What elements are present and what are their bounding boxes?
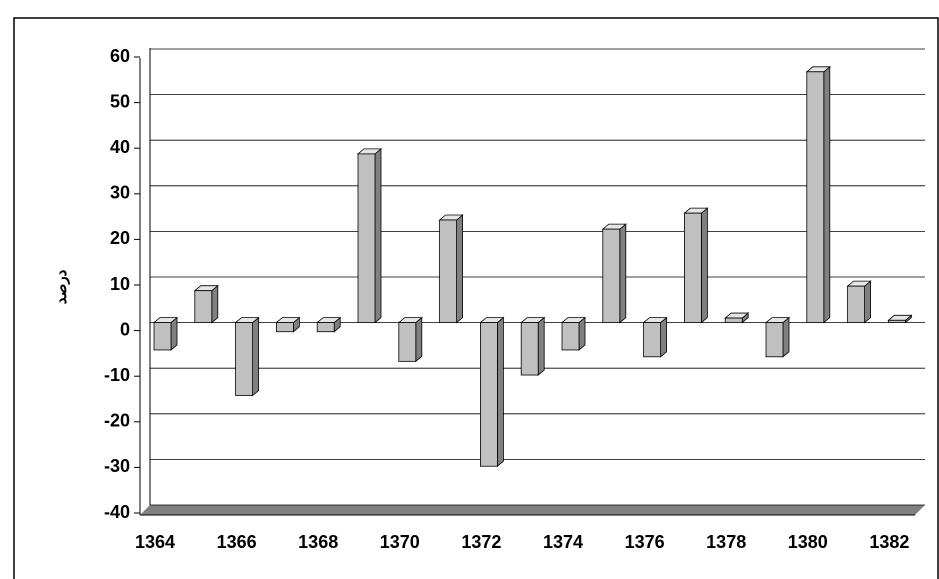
x-tick-label: 1380 [788,532,828,552]
x-tick-label: 1382 [869,532,909,552]
bar-side [701,207,708,324]
floor [140,505,925,515]
bar-side [823,65,831,324]
y-axis-title: درصد [53,269,70,304]
bar [602,228,621,323]
bar [684,212,702,324]
x-tick-label: 1376 [625,532,665,552]
y-tick-label: 10 [110,274,130,294]
y-tick-label: 0 [120,319,130,339]
y-tick-label: 20 [110,228,130,248]
bar [398,322,417,362]
x-tick-label: 1368 [298,532,338,552]
frame [13,17,939,579]
bar-side [537,316,545,376]
bar-side [211,284,219,324]
bar [561,322,580,351]
bar [847,285,865,323]
x-tick-label: 1372 [461,532,501,552]
bar [724,317,743,324]
bar-side [415,316,423,363]
bar [888,319,906,324]
bar-side [782,316,790,358]
bar [194,290,213,323]
x-tick-label: 1366 [217,532,257,552]
x-tick-label: 1364 [135,532,175,552]
bar [439,219,458,323]
bar-side [864,280,871,324]
y-tick-label: -10 [104,365,130,385]
bar-side [496,316,504,468]
y-tick-label: 40 [110,137,130,157]
x-tick-label: 1370 [380,532,420,552]
bar-side [578,316,586,351]
bar-side [252,316,260,397]
y-tick-label: 30 [110,183,130,203]
y-tick-label: -20 [104,411,130,431]
bar [806,71,825,324]
bar [153,322,172,351]
bar [275,322,294,333]
bar [357,153,376,324]
y-tick-label: -40 [104,502,130,522]
bar [765,322,784,358]
bar [643,322,661,358]
bar-side [619,223,627,324]
x-tick-label: 1374 [543,532,583,552]
bar [235,322,254,396]
bar-side [660,316,667,358]
bar [316,322,335,333]
x-tick-label: 1378 [706,532,746,552]
bar-side [374,148,382,324]
bar-side [456,214,464,324]
y-tick-label: 60 [110,46,130,66]
bar-side [170,316,178,351]
y-tick-label: 50 [110,91,130,111]
y-tick-label: -30 [104,456,130,476]
bar [520,322,539,376]
bar [479,322,498,467]
